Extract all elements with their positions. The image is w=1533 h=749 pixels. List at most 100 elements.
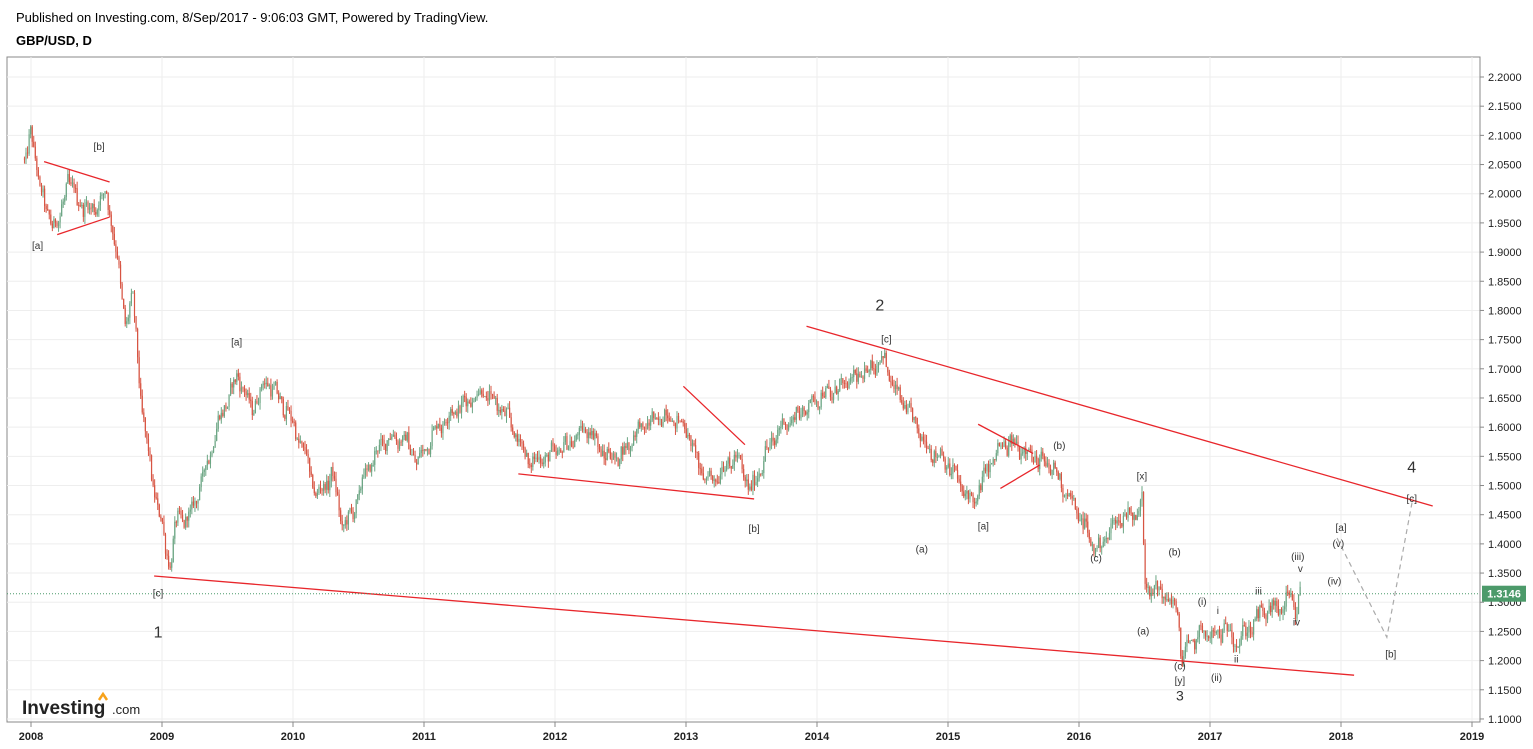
candle-body [716,481,718,483]
candle-body [231,383,233,388]
candle-body [313,487,315,494]
candle-body [876,366,878,375]
candle-body [1147,586,1149,588]
candle-body [952,465,954,474]
candle-body [969,493,971,499]
candle-body [242,387,244,389]
candle-body [202,471,204,477]
candle-body [978,485,980,497]
candle-body [684,423,686,429]
candle-body [581,425,584,430]
candle-body [715,479,717,482]
candle-body [1116,520,1118,524]
candle-body [62,201,64,205]
candle-body [451,409,453,414]
candle-body [676,415,678,429]
candle-body [48,210,50,215]
candle-body [650,420,652,426]
candle-body [532,456,534,468]
candle-body [544,455,546,463]
candle-body [473,400,475,403]
candle-body [1032,461,1035,463]
candle-body [519,438,522,442]
candle-body [247,393,249,396]
candle-body [1118,520,1120,522]
candle-body [854,369,856,374]
candle-body [478,393,480,395]
candle-body [1108,533,1111,540]
candle-body [189,509,191,512]
y-tick-label: 1.3500 [1488,568,1522,580]
symbol-title: GBP/USD, D [16,33,92,48]
candle-body [1144,543,1146,584]
candle-body [1068,493,1070,496]
candle-body [654,418,656,419]
candle-body [467,401,469,407]
candle-body [1169,599,1171,602]
candle-body [983,467,985,477]
candle-body [918,428,920,434]
logo-brand: Investing [22,698,105,719]
candle-body [505,408,508,417]
candle-body [1015,441,1018,445]
candle-body [1270,605,1272,613]
candle-body [569,441,571,446]
candle-body [577,434,579,436]
candle-body [1160,586,1162,589]
candle-body [248,393,250,400]
y-tick-label: 1.6500 [1488,393,1522,405]
candle-body [870,360,872,370]
candle-body [753,474,756,486]
candle-body [888,372,890,381]
candle-body [1115,519,1117,524]
candle-body [767,447,770,449]
candle-body [891,382,894,385]
candle-body [436,426,438,429]
candle-body [490,391,492,395]
candle-body [168,555,170,567]
candle-body [1048,463,1050,469]
wave-label: (iv) [1328,577,1342,588]
candle-body [453,413,455,414]
candle-body [323,484,325,491]
candle-body [1132,512,1134,520]
candle-body [257,402,260,404]
candle-body [502,409,504,411]
candle-body [1070,493,1072,497]
candle-body [894,384,897,390]
candle-body [487,397,489,401]
candle-body [140,383,142,396]
candle-body [113,233,115,245]
candle-body [381,438,384,441]
candle-body [172,538,174,563]
candle-body [245,391,247,396]
candle-body [225,405,227,409]
candle-body [890,380,892,383]
candle-body [791,419,793,424]
candle-body [192,501,194,506]
candle-body [459,406,461,413]
candle-body [155,497,157,499]
candle-body [1127,507,1129,518]
candle-body [133,292,136,317]
candle-body [667,415,669,419]
candle-body [1184,646,1186,656]
y-tick-label: 2.1000 [1488,130,1522,142]
x-tick-label: 2015 [936,731,960,743]
candle-body [788,425,790,430]
candle-body [236,373,238,382]
candle-body [795,407,797,420]
candle-body [1133,514,1135,520]
candle-body [949,463,951,476]
candle-body [956,470,959,479]
candle-body [462,396,464,403]
candle-body [470,402,472,407]
candle-body [1124,513,1126,516]
candle-body [380,438,382,445]
candle-body [302,443,305,448]
candle-body [293,422,295,423]
candle-body [33,141,35,147]
candle-body [318,487,320,494]
candle-body [301,441,303,444]
